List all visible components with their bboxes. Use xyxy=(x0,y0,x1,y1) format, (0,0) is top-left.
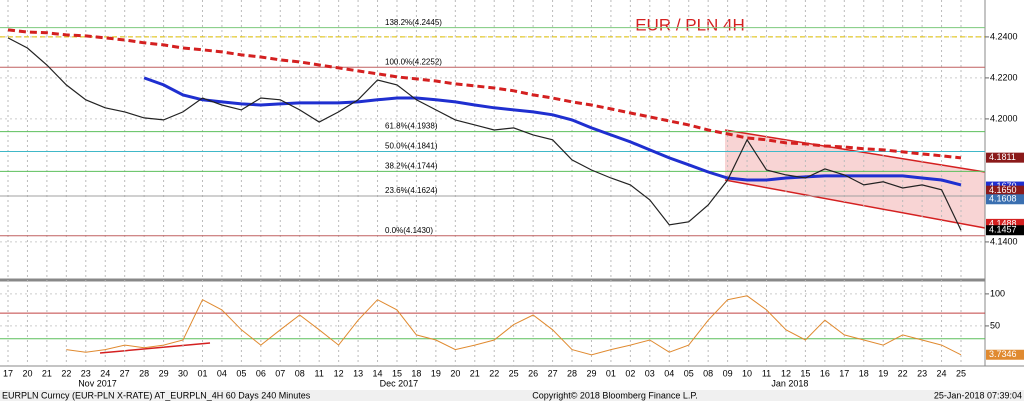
level-label: 23.6%(4.1624) xyxy=(385,186,438,195)
y-tick-label: 4.2000 xyxy=(990,113,1018,123)
x-tick-label: 21 xyxy=(470,368,480,378)
level-label: 50.0%(4.1841) xyxy=(385,142,438,151)
price-tag-label: 3.7346 xyxy=(989,349,1017,359)
x-tick-label: 07 xyxy=(275,368,285,378)
x-tick-label: 02 xyxy=(625,368,635,378)
x-tick-label: 03 xyxy=(645,368,655,378)
x-tick-label: 19 xyxy=(878,368,888,378)
series-line xyxy=(7,37,962,231)
x-tick-label: 08 xyxy=(295,368,305,378)
series-line xyxy=(66,295,962,356)
price-tag xyxy=(986,349,1024,360)
x-tick-label: 22 xyxy=(489,368,499,378)
y-tick-label: 100 xyxy=(990,288,1005,298)
x-tick-label: 16 xyxy=(820,368,830,378)
price-tag-label: 4.1488 xyxy=(989,218,1017,228)
x-tick-label: 09 xyxy=(723,368,733,378)
x-tick-label: 24 xyxy=(937,368,947,378)
x-tick-label: 01 xyxy=(197,368,207,378)
month-label: Nov 2017 xyxy=(78,378,117,388)
x-tick-label: 06 xyxy=(256,368,266,378)
level-label: 0.0%(4.1430) xyxy=(385,226,433,235)
x-tick-label: 20 xyxy=(22,368,32,378)
x-tick-label: 11 xyxy=(315,368,324,378)
x-tick-label: 12 xyxy=(334,368,344,378)
footer-center: Copyright© 2018 Bloomberg Finance L.P. xyxy=(532,390,698,400)
chart-title: EUR / PLN 4H xyxy=(635,15,745,34)
x-tick-label: 28 xyxy=(567,368,577,378)
price-tag xyxy=(986,185,1024,196)
x-tick-label: 15 xyxy=(800,368,810,378)
month-label: Jan 2018 xyxy=(771,378,808,388)
x-tick-label: 27 xyxy=(548,368,558,378)
x-tick-label: 21 xyxy=(42,368,52,378)
x-tick-label: 17 xyxy=(3,368,13,378)
y-tick-label: 50 xyxy=(990,320,1000,330)
x-tick-label: 26 xyxy=(528,368,538,378)
price-tag-label: 4.1811 xyxy=(989,152,1016,162)
x-tick-label: 17 xyxy=(839,368,849,378)
x-tick-label: 18 xyxy=(411,368,421,378)
y-tick-label: 4.2400 xyxy=(990,31,1018,41)
level-label: 100.0%(4.2252) xyxy=(385,57,442,66)
price-tag xyxy=(986,152,1024,163)
x-tick-label: 05 xyxy=(684,368,694,378)
price-tag xyxy=(986,194,1024,205)
x-tick-label: 18 xyxy=(859,368,869,378)
x-tick-label: 11 xyxy=(762,368,771,378)
price-tag-label: 4.1608 xyxy=(989,194,1017,204)
x-tick-label: 23 xyxy=(81,368,91,378)
footer-left: EURPLN Curncy (EUR-PLN X-RATE) AT_EURPLN… xyxy=(2,390,311,400)
price-tag xyxy=(986,225,1024,236)
level-label: 38.2%(4.1744) xyxy=(385,162,438,171)
x-tick-label: 05 xyxy=(236,368,246,378)
x-tick-label: 28 xyxy=(139,368,149,378)
x-tick-label: 25 xyxy=(509,368,519,378)
y-tick-label: 4.2200 xyxy=(990,72,1018,82)
x-tick-label: 04 xyxy=(664,368,674,378)
month-label: Dec 2017 xyxy=(380,378,419,388)
series-line xyxy=(143,76,962,187)
level-label: 138.2%(4.2445) xyxy=(385,18,442,27)
x-tick-label: 22 xyxy=(61,368,71,378)
oscillator-trendline xyxy=(99,342,211,354)
x-tick-label: 20 xyxy=(450,368,460,378)
series-line xyxy=(7,28,962,160)
channel xyxy=(725,130,985,228)
x-tick-label: 01 xyxy=(606,368,616,378)
price-tag-label: 4.1457 xyxy=(989,225,1017,235)
x-tick-label: 29 xyxy=(159,368,169,378)
x-tick-label: 25 xyxy=(956,368,966,378)
x-tick-label: 13 xyxy=(353,368,363,378)
level-label: 61.8%(4.1938) xyxy=(385,122,438,131)
x-tick-label: 30 xyxy=(178,368,188,378)
footer-bar xyxy=(0,390,1024,401)
x-tick-label: 12 xyxy=(781,368,791,378)
footer-right: 25-Jan-2018 07:39:04 xyxy=(934,390,1022,400)
x-tick-label: 23 xyxy=(917,368,927,378)
x-tick-label: 19 xyxy=(431,368,441,378)
x-tick-label: 27 xyxy=(120,368,130,378)
x-tick-label: 08 xyxy=(703,368,713,378)
x-tick-label: 14 xyxy=(373,368,383,378)
price-tag xyxy=(986,218,1024,229)
x-tick-label: 15 xyxy=(392,368,402,378)
x-tick-label: 24 xyxy=(100,368,110,378)
x-tick-label: 04 xyxy=(217,368,227,378)
x-tick-label: 22 xyxy=(898,368,908,378)
price-tag-label: 4.1650 xyxy=(989,185,1017,195)
x-tick-label: 29 xyxy=(586,368,596,378)
y-tick-label: 4.1400 xyxy=(990,236,1018,246)
x-tick-label: 10 xyxy=(742,368,752,378)
